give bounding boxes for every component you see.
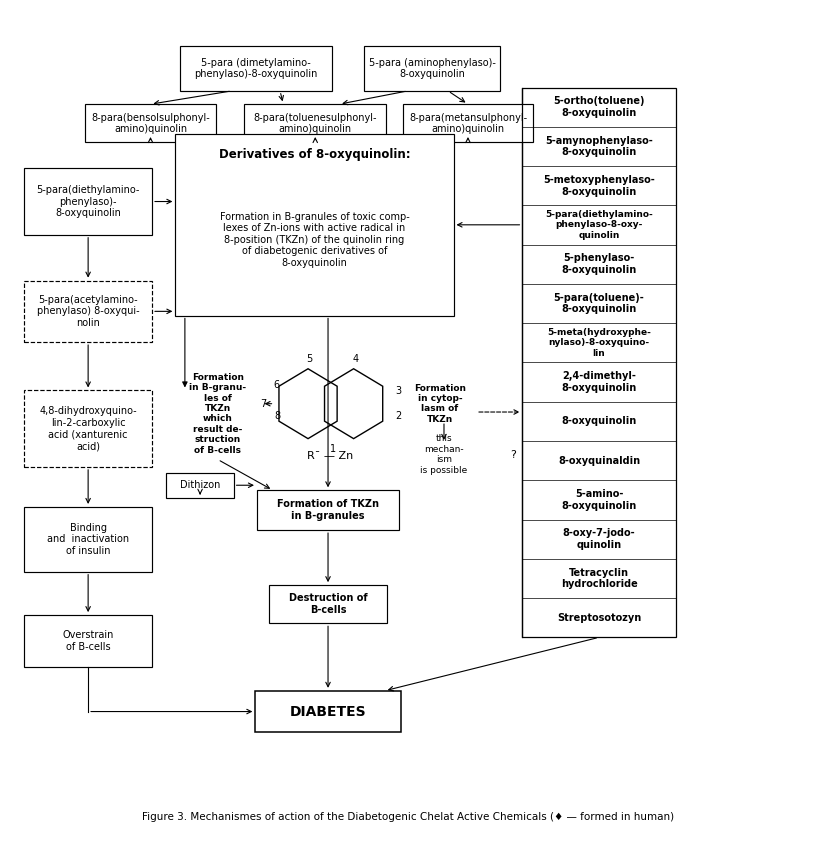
Text: Derivatives of 8-oxyquinolin:: Derivatives of 8-oxyquinolin: xyxy=(219,149,410,161)
Text: 8-para(toluenesulphonyl-
amino)quinolin: 8-para(toluenesulphonyl- amino)quinolin xyxy=(254,113,377,134)
Text: 5-para(toluene)-
8-oxyquinolin: 5-para(toluene)- 8-oxyquinolin xyxy=(554,293,645,314)
Text: 4: 4 xyxy=(353,354,358,363)
Text: DIABETES: DIABETES xyxy=(290,705,366,718)
FancyBboxPatch shape xyxy=(24,280,152,342)
Text: 5-amynophenylaso-
8-oxyquinolin: 5-amynophenylaso- 8-oxyquinolin xyxy=(545,136,653,157)
FancyBboxPatch shape xyxy=(24,168,152,235)
Text: Streptosotozyn: Streptosotozyn xyxy=(557,613,641,622)
Text: Overstrain
of B-cells: Overstrain of B-cells xyxy=(63,630,113,652)
FancyBboxPatch shape xyxy=(166,473,233,498)
FancyBboxPatch shape xyxy=(257,490,399,530)
Text: 5-ortho(toluene)
8-oxyquinolin: 5-ortho(toluene) 8-oxyquinolin xyxy=(553,97,645,118)
Text: 7: 7 xyxy=(260,399,266,408)
Text: Binding
and  inactivation
of insulin: Binding and inactivation of insulin xyxy=(47,523,129,556)
FancyBboxPatch shape xyxy=(403,104,533,143)
FancyBboxPatch shape xyxy=(522,87,676,638)
Text: 5-amino-
8-oxyquinolin: 5-amino- 8-oxyquinolin xyxy=(561,489,636,511)
Text: 2: 2 xyxy=(395,411,401,421)
Text: 5-para(acetylamino-
phenylaso) 8-oxyqui-
nolin: 5-para(acetylamino- phenylaso) 8-oxyqui-… xyxy=(37,295,140,328)
Text: 8-oxyquinaldin: 8-oxyquinaldin xyxy=(558,456,641,465)
FancyBboxPatch shape xyxy=(24,615,152,666)
Text: 6: 6 xyxy=(273,380,279,391)
Text: 8-oxyquinolin: 8-oxyquinolin xyxy=(561,416,636,426)
Text: 2,4-dimethyl-
8-oxyquinolin: 2,4-dimethyl- 8-oxyquinolin xyxy=(561,371,636,393)
Text: 8-para(bensolsulphonyl-
amino)quinolin: 8-para(bensolsulphonyl- amino)quinolin xyxy=(91,113,210,134)
FancyBboxPatch shape xyxy=(180,46,332,91)
Text: 5-phenylaso-
8-oxyquinolin: 5-phenylaso- 8-oxyquinolin xyxy=(561,254,636,275)
FancyBboxPatch shape xyxy=(24,391,152,467)
Text: Formation
in B-granu-
les of
TKZn
which
result de-
struction
of B-cells: Formation in B-granu- les of TKZn which … xyxy=(189,373,246,454)
Text: R¯ — Zn: R¯ — Zn xyxy=(307,451,353,461)
FancyBboxPatch shape xyxy=(24,507,152,571)
Text: 5-para(diethylamino-
phenylaso)-
8-oxyquinolin: 5-para(diethylamino- phenylaso)- 8-oxyqu… xyxy=(37,185,140,218)
Text: ?: ? xyxy=(510,450,516,460)
Text: Tetracyclin
hydrochloride: Tetracyclin hydrochloride xyxy=(561,568,637,589)
Text: Formation
in cytop-
lasm of
TKZn: Formation in cytop- lasm of TKZn xyxy=(414,384,466,424)
Text: 5: 5 xyxy=(307,354,313,363)
FancyBboxPatch shape xyxy=(175,134,454,316)
Text: this
mechan-
ism
is possible: this mechan- ism is possible xyxy=(420,435,468,475)
Text: Dithizon: Dithizon xyxy=(180,481,220,490)
Text: 5-para (aminophenylaso)-
8-oxyquinolin: 5-para (aminophenylaso)- 8-oxyquinolin xyxy=(369,58,495,79)
Text: Formation in B-granules of toxic comp-
lexes of Zn-ions with active radical in
8: Formation in B-granules of toxic comp- l… xyxy=(220,211,410,268)
FancyBboxPatch shape xyxy=(244,104,387,143)
Text: 4,8-dihydroxyquino-
lin-2-carboxylic
acid (xanturenic
acid): 4,8-dihydroxyquino- lin-2-carboxylic aci… xyxy=(39,407,137,451)
Text: 5-para (dimetylamino-
phenylaso)-8-oxyquinolin: 5-para (dimetylamino- phenylaso)-8-oxyqu… xyxy=(194,58,317,79)
Text: 5-metoxyphenylaso-
8-oxyquinolin: 5-metoxyphenylaso- 8-oxyquinolin xyxy=(543,175,655,196)
Text: 3: 3 xyxy=(395,386,401,396)
Text: 1: 1 xyxy=(330,444,336,453)
Text: Destruction of
B-cells: Destruction of B-cells xyxy=(289,593,367,615)
Text: Formation of TKZn
in B-granules: Formation of TKZn in B-granules xyxy=(277,499,379,521)
FancyBboxPatch shape xyxy=(364,46,500,91)
Text: 8-oxy-7-jodo-
quinolin: 8-oxy-7-jodo- quinolin xyxy=(563,528,636,550)
FancyBboxPatch shape xyxy=(85,104,216,143)
FancyBboxPatch shape xyxy=(268,585,388,623)
Text: 5-meta(hydroxyphe-
nylaso)-8-oxyquino-
lin: 5-meta(hydroxyphe- nylaso)-8-oxyquino- l… xyxy=(548,328,651,357)
Text: 8-para(metansulphonyl-
amino)quinolin: 8-para(metansulphonyl- amino)quinolin xyxy=(409,113,527,134)
Text: 5-para(diethylamino-
phenylaso-8-oxy-
quinolin: 5-para(diethylamino- phenylaso-8-oxy- qu… xyxy=(545,210,653,240)
FancyBboxPatch shape xyxy=(255,691,401,733)
Text: Figure 3. Mechanismes of action of the Diabetogenic Chelat Active Chemicals (♦ —: Figure 3. Mechanismes of action of the D… xyxy=(142,812,674,822)
Text: 8: 8 xyxy=(275,411,281,421)
